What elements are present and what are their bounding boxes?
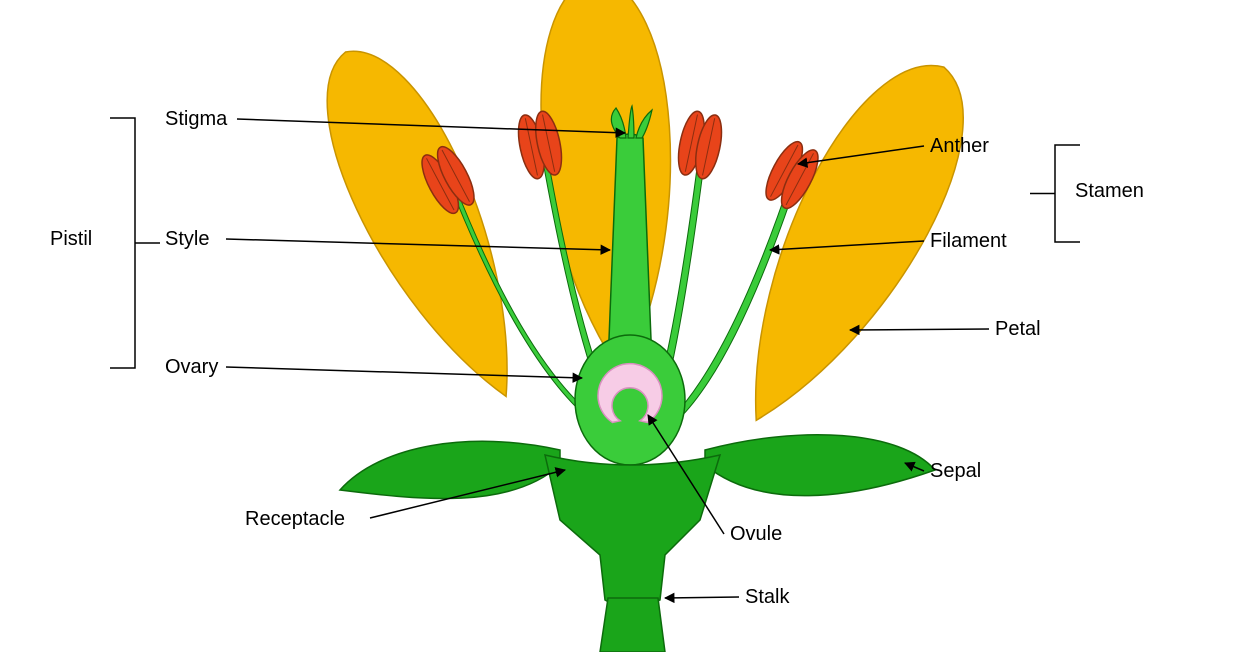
anther-label: Anther	[930, 135, 989, 157]
petal	[294, 28, 557, 420]
petal-label: Petal	[995, 318, 1041, 340]
ovary-label: Ovary	[165, 356, 218, 378]
petal-leader	[850, 329, 989, 330]
stalk-leader	[665, 597, 739, 598]
sepal	[705, 435, 935, 496]
ovary-leader	[226, 367, 582, 378]
anther	[674, 109, 727, 181]
style-label: Style	[165, 228, 209, 250]
bracket	[110, 118, 160, 368]
bracket	[1030, 145, 1080, 242]
receptacle	[545, 455, 720, 608]
receptacle-label: Receptacle	[245, 508, 345, 530]
stamen-label: Stamen	[1075, 180, 1144, 202]
stalk-label: Stalk	[745, 586, 790, 608]
flower-diagram: Stigma Style Ovary Pistil Anther Filament Stam…	[0, 0, 1253, 652]
petal	[531, 0, 686, 379]
pistil-label: Pistil	[50, 228, 92, 250]
sepal-label: Sepal	[930, 460, 981, 482]
ovary	[575, 335, 685, 465]
stalk	[600, 598, 665, 652]
stigma-label: Stigma	[165, 108, 228, 130]
ovule-label: Ovule	[730, 523, 782, 545]
sepal	[340, 441, 560, 498]
filament-label: Filament	[930, 230, 1007, 252]
